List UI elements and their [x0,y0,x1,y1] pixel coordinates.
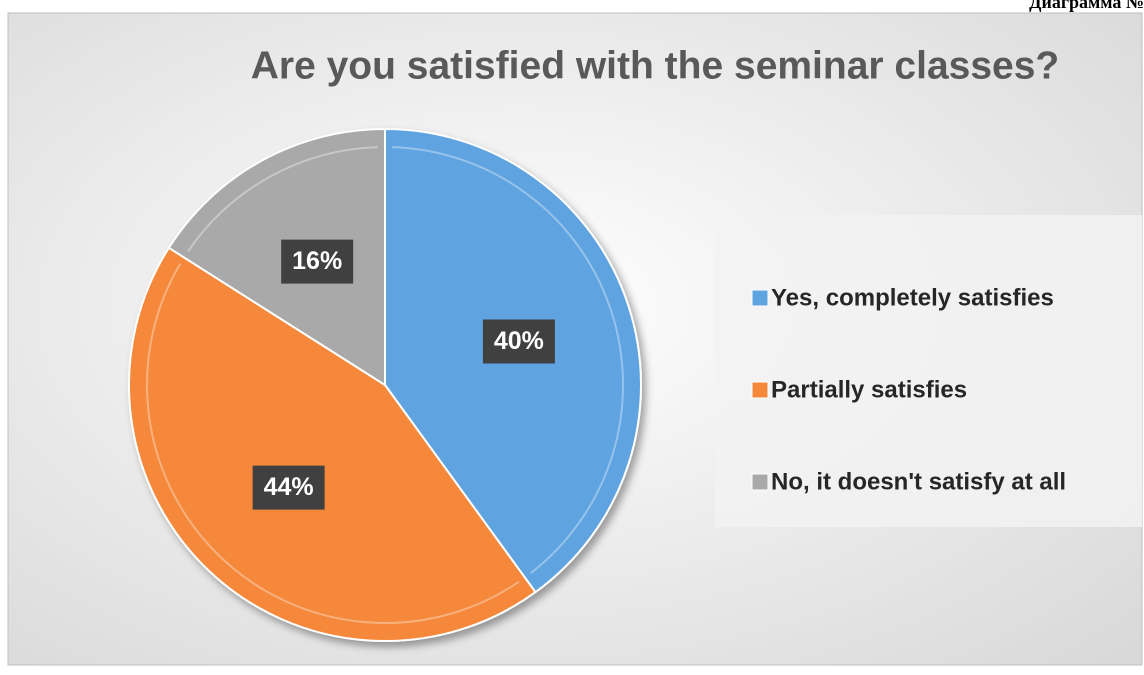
pie-slice [128,246,537,642]
legend-swatch [751,473,769,491]
slice-bevel [146,263,520,624]
data-label: 16% [292,247,342,275]
legend-label: No, it doesn't satisfy at all [771,468,1066,495]
legend-box [715,215,1142,527]
data-label: 44% [264,473,314,501]
chart-title: Are you satisfied with the seminar class… [251,44,1059,87]
slice-bevel [392,146,624,575]
data-label-box [281,239,354,284]
legend-swatch [751,381,769,399]
pie [128,127,642,642]
data-label: 40% [494,327,544,355]
legend-label: Partially satisfies [771,376,967,403]
legend-swatch [751,289,769,307]
data-label-box [482,319,555,364]
slice-bevel [187,146,378,253]
caption: Диаграмма № [1029,0,1144,12]
data-label-box [252,465,325,510]
legend-label: Yes, completely satisfies [771,284,1054,311]
pie-slice [167,127,386,387]
